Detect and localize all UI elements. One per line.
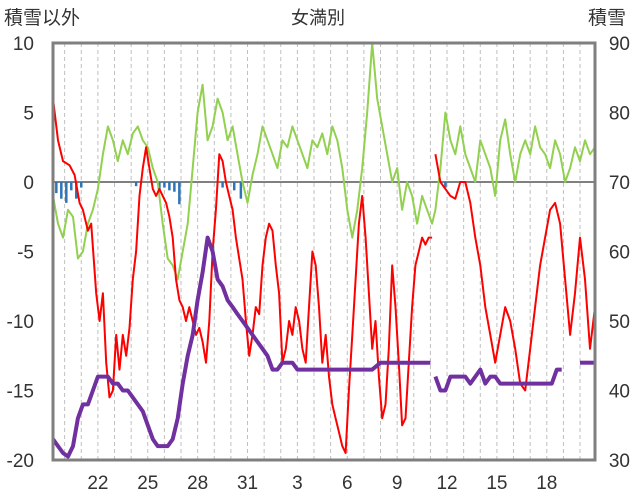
x-tick-label: 12 (436, 473, 457, 494)
left-tick-label: -5 (17, 243, 34, 264)
x-tick-label: 22 (87, 473, 108, 494)
right-tick-label: 80 (609, 104, 630, 125)
x-tick-label: 3 (292, 473, 303, 494)
right-tick-label: 40 (609, 382, 630, 403)
precip-bar (60, 182, 63, 199)
left-tick-label: 0 (23, 173, 34, 194)
purple-series-line (433, 367, 562, 393)
left-tick-label: -10 (7, 312, 34, 333)
precip-bar (168, 182, 171, 191)
chart-title: 女満別 (291, 8, 345, 29)
precip-bar (232, 182, 236, 191)
precip-bar (173, 182, 176, 192)
right-tick-label: 50 (609, 312, 630, 333)
precip-bar (134, 182, 138, 187)
x-tick-label: 15 (486, 473, 507, 494)
red-series-line (434, 154, 596, 392)
x-tick-label: 31 (237, 473, 258, 494)
precip-bar (239, 182, 243, 199)
precip-bar (65, 182, 68, 203)
x-tick-label: 18 (536, 473, 557, 494)
x-tick-label: 25 (137, 473, 158, 494)
red-series-line (52, 98, 433, 454)
x-tick-label: 28 (187, 473, 208, 494)
precip-bar (75, 182, 78, 199)
right-axis-title: 積雪 (588, 7, 626, 29)
precip-bar (163, 182, 166, 188)
purple-series-line (51, 235, 431, 459)
precip-bar (158, 182, 161, 189)
left-tick-label: 5 (23, 104, 34, 125)
precip-bar (80, 182, 83, 188)
right-tick-label: 70 (609, 173, 630, 194)
right-tick-label: 90 (609, 34, 630, 55)
left-tick-label: 10 (13, 34, 34, 55)
plot-frame (51, 41, 597, 462)
green-series-line (52, 42, 596, 281)
precip-bar (444, 182, 447, 188)
precip-bar (70, 182, 73, 191)
left-tick-label: -20 (7, 451, 34, 472)
left-axis-title: 積雪以外 (4, 7, 80, 29)
x-tick-label: 9 (392, 473, 403, 494)
x-tick-label: 6 (342, 473, 353, 494)
precip-bar (221, 182, 224, 188)
right-tick-label: 30 (609, 451, 630, 472)
precip-bar (55, 182, 58, 194)
precip-bar (178, 182, 181, 205)
left-tick-label: -15 (7, 382, 34, 403)
right-tick-label: 60 (609, 243, 630, 264)
